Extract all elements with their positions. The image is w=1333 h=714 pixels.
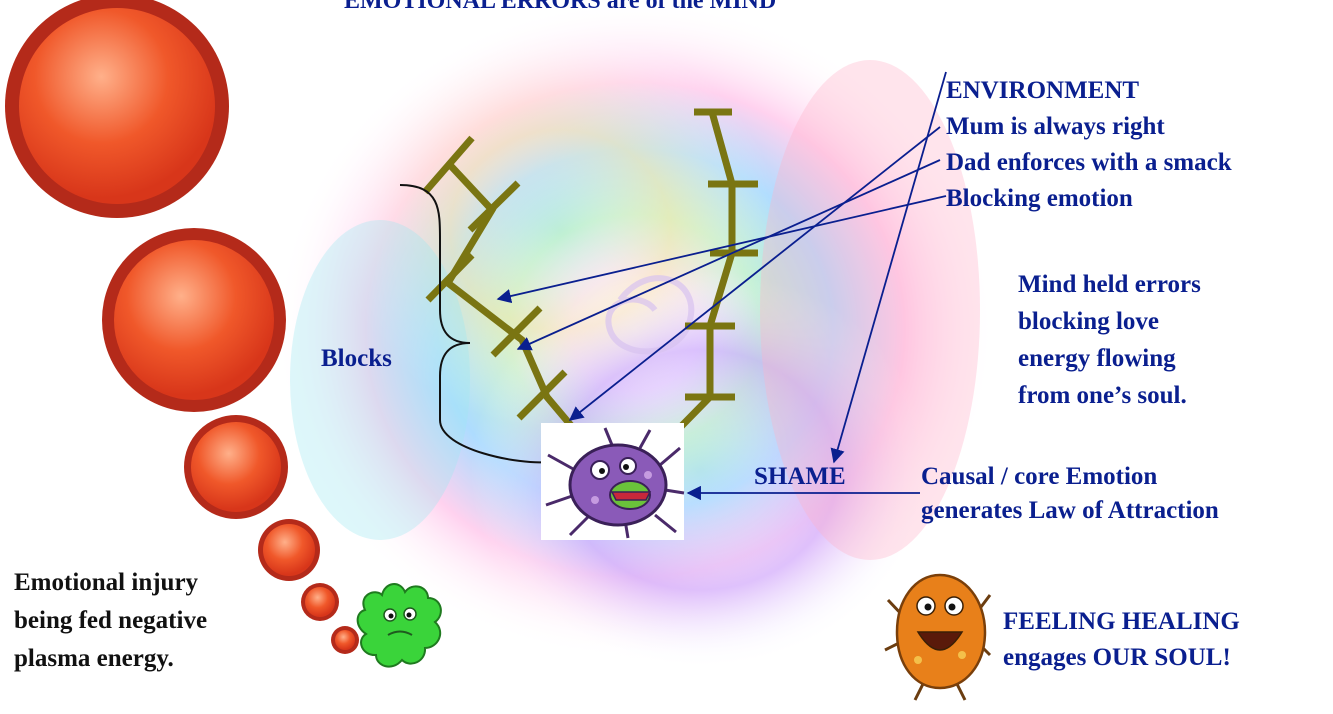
- arrow-blocking-to-block: [496, 195, 947, 304]
- injury-note-line: being fed negative: [14, 607, 208, 634]
- causal-note-line: generates Law of Attraction: [921, 497, 1219, 524]
- environment-item-dad: Dad enforces with a smack: [946, 149, 1232, 176]
- injury-note-line: plasma energy.: [14, 645, 174, 672]
- thought-bubble-large: [5, 0, 229, 218]
- healing-note: FEELING HEALING engages OUR SOUL!: [1003, 604, 1240, 676]
- mind-note: Mind held errors blocking love energy fl…: [1018, 266, 1201, 414]
- arrow-dad-to-block: [516, 159, 941, 351]
- thought-bubble-tiny: [258, 519, 320, 581]
- left-block-chain: [422, 135, 593, 451]
- thought-bubble-dot: [301, 583, 339, 621]
- environment-list: ENVIRONMENT Mum is always right Dad enfo…: [946, 73, 1232, 217]
- environment-heading: ENVIRONMENT: [946, 77, 1140, 104]
- thought-bubble-medium: [102, 228, 286, 412]
- causal-note-line: Causal / core Emotion: [921, 463, 1158, 490]
- environment-item-blocking: Blocking emotion: [946, 185, 1133, 212]
- mind-note-line: energy flowing: [1018, 345, 1176, 372]
- thought-bubbles: [5, 0, 359, 654]
- thought-bubble-speck: [331, 626, 359, 654]
- mind-note-line: from one’s soul.: [1018, 382, 1187, 409]
- diagram-title: EMOTIONAL ERRORS are of the MIND: [344, 0, 777, 14]
- environment-item-mum: Mum is always right: [946, 113, 1165, 140]
- arrow-mum-to-block: [568, 126, 941, 421]
- injury-note: Emotional injury being fed negative plas…: [14, 564, 207, 678]
- blocks-label: Blocks: [321, 345, 392, 372]
- healing-note-line: engages OUR SOUL!: [1003, 644, 1231, 671]
- swirl-background: [275, 0, 995, 670]
- blocks-brace: [399, 184, 549, 464]
- mind-note-line: Mind held errors: [1018, 271, 1201, 298]
- purple-germ-icon: [541, 423, 685, 540]
- connector-arrows: [496, 71, 947, 501]
- injury-note-line: Emotional injury: [14, 569, 199, 596]
- thought-bubble-small: [184, 415, 288, 519]
- healing-note-line: FEELING HEALING: [1003, 608, 1240, 635]
- causal-note: Causal / core Emotion generates Law of A…: [921, 460, 1219, 528]
- mind-note-line: blocking love: [1018, 308, 1159, 335]
- orange-creature-icon: [884, 573, 992, 701]
- shame-label: SHAME: [754, 463, 846, 490]
- green-germ-icon: [356, 583, 442, 668]
